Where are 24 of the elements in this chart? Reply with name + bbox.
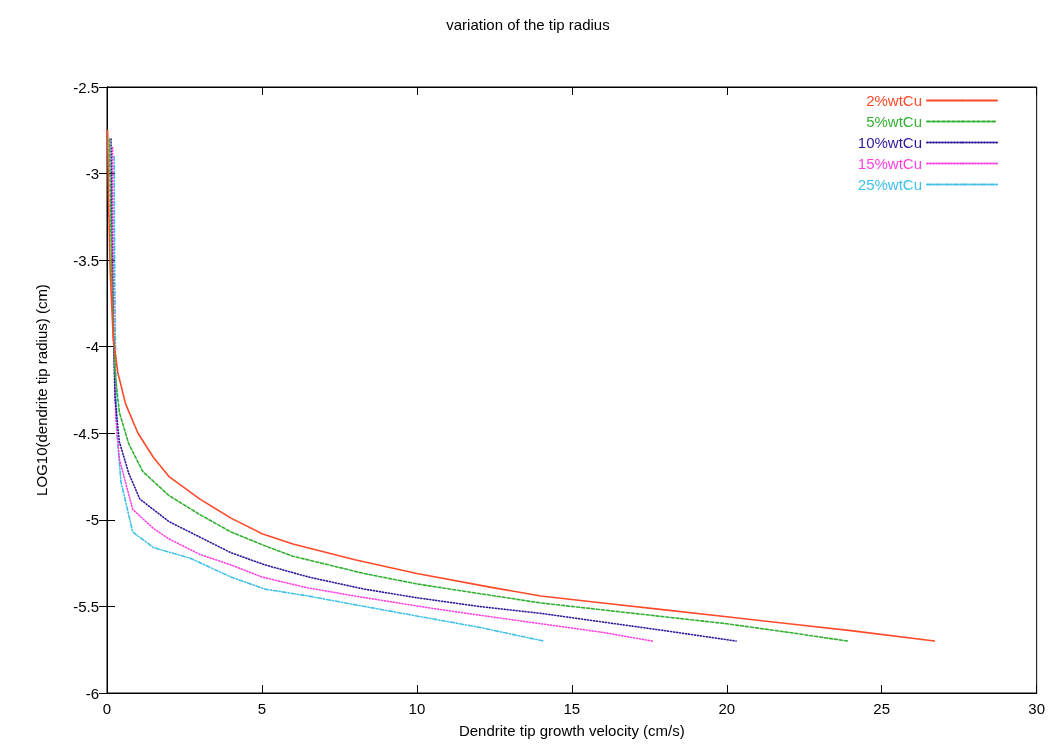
x-tick-label: 10 (408, 700, 426, 717)
legend-label: 2%wtCu (866, 92, 922, 109)
y-tick-label: -4.5 (73, 424, 99, 442)
y-tick-label: -4 (85, 338, 99, 356)
y-tick-label: -5.5 (73, 597, 99, 615)
legend-label: 25%wtCu (857, 176, 922, 193)
line-series (113, 155, 545, 642)
x-tick-label: 30 (1028, 700, 1045, 717)
y-axis-title: LOG10(dendrite tip radius) (cm) (33, 284, 50, 496)
y-tick-label: -5 (85, 511, 99, 529)
x-tick-label: 20 (718, 700, 736, 717)
y-tick-label: -3.5 (73, 251, 99, 269)
chart-title: variation of the tip radius (446, 16, 610, 33)
y-tick-label: -6 (85, 684, 99, 702)
x-tick-label: 25 (873, 700, 891, 717)
y-tick-label: -3 (85, 165, 99, 183)
x-tick-label: 5 (257, 700, 267, 717)
x-tick-label: 0 (102, 700, 112, 717)
x-tick-label: 15 (563, 700, 581, 717)
y-tick-label: -2.5 (73, 78, 99, 96)
legend-label: 10%wtCu (857, 134, 922, 151)
x-axis-title: Dendrite tip growth velocity (cm/s) (458, 722, 685, 739)
legend-label: 5%wtCu (866, 113, 922, 130)
legend-label: 15%wtCu (857, 155, 922, 172)
